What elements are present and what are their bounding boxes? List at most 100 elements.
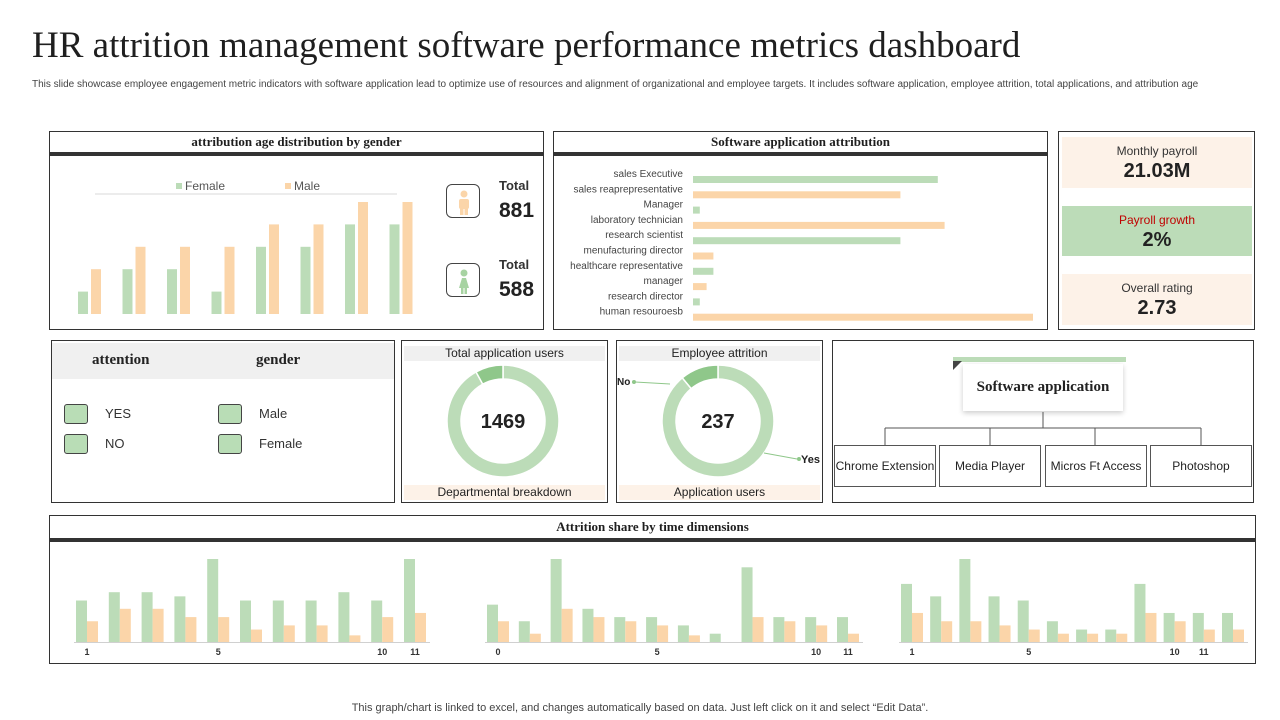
age-bar-male-3 — [180, 246, 190, 314]
time2-bar-male-12 — [848, 633, 859, 642]
age-bar-male-8 — [402, 202, 413, 314]
age-bar-female-6 — [300, 246, 311, 314]
time2-bar-female-10 — [773, 617, 785, 642]
time2-bar-female-8 — [709, 633, 721, 642]
time3-bar-female-10 — [1163, 612, 1175, 642]
female-checkbox[interactable] — [218, 434, 242, 454]
page-title: HR attrition management software perform… — [32, 25, 1021, 66]
age-bar-female-1 — [78, 291, 88, 314]
tree-root-accent — [953, 357, 1126, 362]
time2-bar-female-6 — [646, 617, 658, 642]
time1-bar-male-7 — [283, 625, 295, 642]
software-bar-10 — [693, 313, 1033, 321]
time1-bar-female-11 — [404, 559, 415, 642]
kpi-overall-rating-value: 2.73 — [1137, 297, 1177, 319]
donut2-no-label: No — [617, 377, 630, 388]
no-checkbox[interactable] — [64, 434, 88, 454]
software-bar-4 — [693, 221, 945, 229]
time2-bar-female-5 — [614, 617, 626, 642]
time3-bar-female-8 — [1105, 629, 1117, 642]
time3-tick-11: 11 — [1199, 647, 1209, 657]
tree-leaf-chrome-extension[interactable]: Chrome Extension — [834, 445, 936, 487]
time1-bar-male-5 — [218, 617, 230, 642]
page-subtitle: This slide showcase employee engagement … — [32, 79, 1199, 90]
software-panel-header: Software application attribution — [553, 131, 1048, 155]
age-bar-male-1 — [91, 269, 101, 314]
software-bar-8 — [693, 283, 707, 291]
age-chart[interactable]: Female Male — [50, 156, 440, 328]
donut2-bottom-label: Application users — [619, 485, 820, 500]
age-bar-female-2 — [122, 269, 133, 314]
tree-leaf-media-player[interactable]: Media Player — [939, 445, 1041, 487]
yes-checkbox[interactable] — [64, 404, 88, 424]
time3-bar-male-6 — [1057, 633, 1069, 642]
time1-bar-male-9 — [349, 635, 361, 642]
time2-bar-female-3 — [550, 559, 562, 642]
kpi-payroll-growth-value: 2% — [1142, 229, 1172, 251]
time3-bar-male-10 — [1174, 621, 1186, 642]
time3-bar-female-7 — [1076, 629, 1088, 642]
time1-bar-male-10 — [382, 617, 394, 642]
tree-root[interactable]: Software application — [963, 364, 1123, 411]
time3-bar-male-2 — [941, 621, 953, 642]
female-label: Female — [259, 436, 303, 451]
time1-bar-male-11 — [415, 612, 426, 642]
donut2-slices — [661, 364, 775, 478]
donut2-chart[interactable]: 237 No Yes — [617, 363, 822, 479]
age-bar-female-7 — [345, 224, 355, 314]
time1-tick-11: 11 — [410, 647, 420, 657]
time1-bar-male-3 — [152, 608, 164, 642]
time1-bar-female-2 — [108, 592, 120, 642]
time3-bar-male-5 — [1028, 629, 1040, 642]
software-chart[interactable]: sales Executive sales reaprepresentative M… — [554, 156, 1046, 328]
time3-bar-male-9 — [1145, 612, 1157, 642]
tree-leaf-micros-ft-access[interactable]: Micros Ft Access — [1045, 445, 1147, 487]
total-male-value: 881 — [499, 199, 535, 222]
time3-bar-female-2 — [930, 596, 942, 642]
male-checkbox[interactable] — [218, 404, 242, 424]
time2-bar-female-1 — [487, 604, 498, 642]
age-legend-male-swatch — [285, 183, 291, 189]
time-bars: 1 5 10 11 0 5 10 11 1 5 10 11 — [74, 559, 1248, 657]
age-bar-female-5 — [256, 246, 266, 314]
software-label-3: Manager — [644, 200, 684, 211]
age-bar-male-2 — [135, 246, 146, 314]
software-label-6: menufacturing director — [584, 246, 684, 257]
tree-connectors — [884, 412, 1202, 445]
time-charts[interactable]: 1 5 10 11 0 5 10 11 1 5 10 11 — [50, 542, 1254, 662]
donut2-slice-1 — [661, 364, 775, 478]
software-bar-7 — [693, 267, 714, 275]
time3-bar-male-1 — [912, 612, 923, 642]
time3-bar-female-11 — [1192, 612, 1204, 642]
time3-bar-female-9 — [1134, 583, 1146, 642]
time2-tick-10: 10 — [811, 647, 821, 657]
software-bar-1 — [693, 176, 938, 183]
age-legend-female-swatch — [176, 183, 182, 189]
time2-bar-female-2 — [518, 621, 530, 642]
attention-header: attention — [92, 352, 150, 368]
age-bar-male-6 — [313, 224, 324, 314]
kpi-overall-rating: Overall rating 2.73 — [1062, 274, 1252, 325]
tree-leaf-photoshop[interactable]: Photoshop — [1150, 445, 1252, 487]
time2-bar-female-9 — [741, 567, 753, 642]
age-bar-female-4 — [211, 291, 222, 314]
software-category-labels: sales Executive sales reaprepresentative M… — [570, 169, 684, 318]
time2-bar-male-2 — [529, 633, 541, 642]
time3-bar-female-12 — [1222, 612, 1233, 642]
donut1-slices — [446, 364, 560, 478]
time1-bar-female-3 — [141, 592, 153, 642]
software-bar-6 — [693, 252, 714, 260]
time2-bar-male-1 — [498, 621, 509, 642]
software-label-9: research director — [608, 291, 684, 302]
donut1-slice-1 — [446, 364, 560, 478]
age-panel-header: attribution age distribution by gender — [49, 131, 544, 155]
age-bar-female-8 — [389, 224, 400, 314]
kpi-monthly-payroll-value: 21.03M — [1123, 160, 1191, 182]
time2-bar-male-10 — [784, 621, 796, 642]
time3-bar-male-12 — [1233, 629, 1244, 642]
donut1-bottom-label: Departmental breakdown — [404, 485, 605, 500]
time1-bar-female-9 — [338, 592, 350, 642]
donut2-yes-label: Yes — [801, 454, 820, 466]
total-female-value: 588 — [499, 278, 535, 301]
donut1-chart[interactable]: 1469 — [445, 363, 561, 479]
